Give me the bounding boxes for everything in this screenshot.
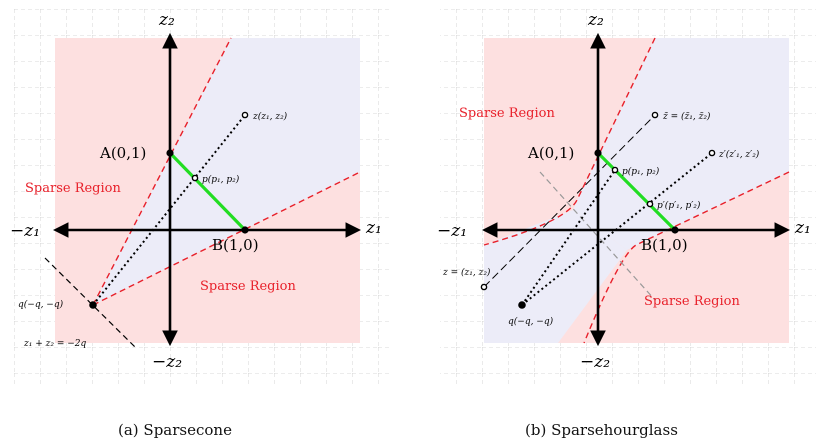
label-point-zprime: z′(z′₁, z′₂): [718, 149, 760, 160]
hourglass-boundary-lower: [583, 171, 790, 344]
point-zprime-dot: [708, 149, 716, 157]
point-z-dot-b: [480, 283, 488, 291]
axis-label-x-pos-b: z₁: [794, 218, 811, 238]
label-point-pprime: p′(p′₁, p′₂): [657, 200, 701, 211]
label-point-ztilde: z̃ = (z̃₁, z̃₂): [662, 111, 711, 122]
label-point-a-b: A(0,1): [527, 144, 574, 162]
sparse-region-label-upper-b: Sparse Region: [459, 106, 555, 121]
caption-a: (a) Sparsecone: [118, 421, 232, 439]
point-q-dot: [89, 301, 97, 309]
blue-lobe-upper: [573, 38, 789, 250]
label-point-q-b: q(−q, −q): [508, 316, 554, 327]
axis-label-y-pos-b: z₂: [587, 10, 604, 30]
label-point-a: A(0,1): [99, 144, 146, 162]
axis-label-x-pos-a: z₁: [365, 218, 382, 238]
point-p-dot: [191, 174, 199, 182]
dashed-z-ztilde: [483, 114, 656, 288]
point-pprime-dot: [646, 200, 654, 208]
point-b-dot: [241, 226, 249, 234]
sparse-region-label-lower-b: Sparse Region: [644, 294, 740, 309]
point-a-dot-b: [594, 149, 602, 157]
axis-label-x-neg-b: −z₁: [437, 221, 467, 241]
blue-cone-a: [93, 38, 360, 305]
axis-label-x-neg-a: −z₁: [10, 221, 40, 241]
point-ztilde-dot: [651, 111, 659, 119]
simplex-segment-a: [168, 151, 247, 232]
tangent-line: [44, 257, 136, 348]
point-q-dot-b: [518, 301, 526, 309]
panel-a: z₂ z₁ −z₁ −z₂ A(0,1) B(1,0) z(z₁, z₂) p(…: [10, 9, 390, 439]
label-point-z-b: z = (z₁, z₂): [442, 267, 491, 278]
label-point-b-b: B(1,0): [641, 236, 688, 254]
label-point-z: z(z₁, z₂): [252, 111, 288, 122]
label-point-p-b: p(p₁, p₂): [622, 166, 660, 177]
point-z-dot: [241, 111, 249, 119]
label-point-p: p(p₁, p₂): [202, 174, 240, 185]
axis-label-y-neg-a: −z₂: [152, 352, 182, 372]
point-a-dot: [166, 149, 174, 157]
hourglass-boundary-upper: [483, 37, 656, 246]
sparse-region-label-upper-a: Sparse Region: [25, 181, 121, 196]
simplex-segment-b: [596, 151, 677, 232]
asymptote-line: [539, 171, 656, 301]
sparse-region-label-lower-a: Sparse Region: [200, 279, 296, 294]
point-p-dot-b: [611, 166, 619, 174]
label-point-b: B(1,0): [212, 236, 259, 254]
axis-label-y-pos-a: z₂: [158, 10, 175, 30]
point-b-dot-b: [671, 226, 679, 234]
label-point-q: q(−q, −q): [18, 299, 64, 310]
label-line-eq: z₁ + z₂ = −2q: [23, 339, 86, 349]
axis-label-y-neg-b: −z₂: [580, 352, 610, 372]
cone-boundary-upper: [92, 37, 232, 306]
panel-b: z₂ z₁ −z₁ −z₂ A(0,1) B(1,0) z̃ = (z̃₁, z…: [437, 9, 816, 439]
caption-b: (b) Sparsehourglass: [525, 421, 678, 439]
